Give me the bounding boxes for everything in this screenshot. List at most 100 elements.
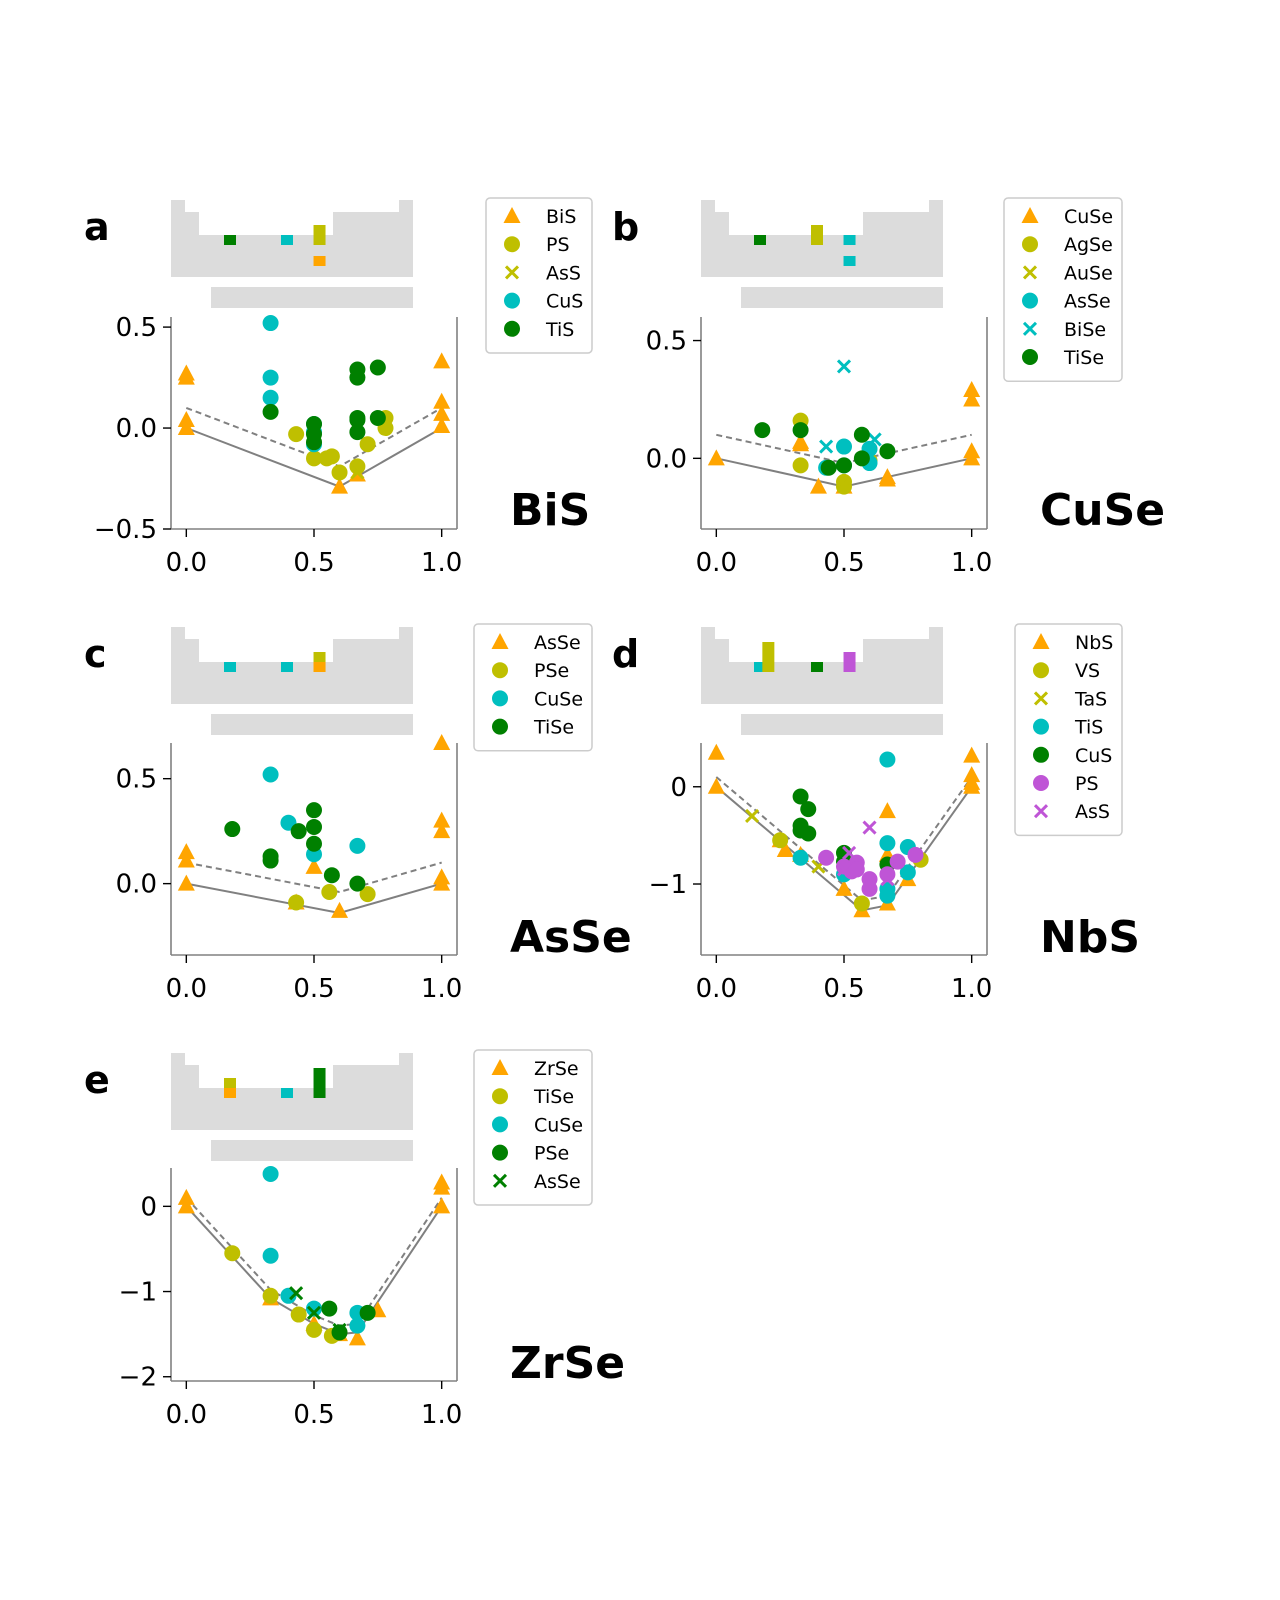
data-point (963, 390, 981, 407)
data-point (879, 866, 896, 883)
x-tick-label: 0.5 (823, 974, 864, 1004)
data-point (359, 886, 376, 903)
data-point (177, 1197, 195, 1214)
data-point (889, 853, 906, 870)
legend-label: CuSe (534, 1114, 583, 1136)
legend-label: TaS (1074, 688, 1107, 710)
y-tick-label: 0.0 (116, 870, 157, 900)
data-point (899, 864, 916, 881)
y-tick-label: 0.0 (116, 414, 157, 444)
data-point (262, 1287, 279, 1304)
x-tick-label: 0.5 (293, 548, 334, 578)
data-point (321, 884, 338, 901)
legend-marker (1033, 662, 1049, 679)
data-point (305, 857, 323, 874)
data-point (224, 821, 241, 838)
x-tick-label: 0.5 (823, 548, 864, 578)
series-PSe (288, 884, 376, 911)
legend-marker (1022, 265, 1038, 280)
legend-marker (1022, 321, 1038, 336)
data-point (262, 403, 279, 420)
legend-marker (1032, 633, 1050, 649)
data-point (262, 1165, 279, 1182)
data-point (289, 1286, 304, 1301)
data-point (323, 448, 340, 465)
data-point (433, 1197, 451, 1214)
composition-marker (843, 235, 856, 245)
data-point (359, 1304, 376, 1321)
data-point (306, 835, 322, 852)
legend-marker (1033, 746, 1049, 763)
data-point (306, 1321, 322, 1338)
data-point (842, 845, 857, 860)
data-point (878, 802, 896, 819)
legend-label: AsSe (1064, 291, 1111, 313)
composition-marker (224, 235, 236, 245)
data-point (349, 1317, 366, 1334)
legend-marker (492, 718, 508, 735)
composition-marker (843, 256, 856, 266)
data-point (262, 852, 279, 869)
data-point (433, 874, 451, 891)
data-point (836, 457, 852, 474)
series-TiS (792, 751, 916, 904)
x-tick-label: 0.5 (293, 974, 334, 1004)
legend-label: BiS (546, 206, 576, 228)
y-tick-label: −2 (119, 1363, 157, 1393)
data-point (776, 840, 794, 857)
legend: ZrSe TiSe CuSe PSe AsSe (473, 1049, 593, 1206)
data-point (963, 746, 981, 763)
legend-label: CuS (546, 291, 583, 313)
x-tick-label: 1.0 (951, 548, 992, 578)
legend-label: AgSe (1064, 234, 1113, 256)
legend-marker (1033, 691, 1049, 706)
data-point (862, 820, 877, 835)
dashed-tolerance-line (186, 861, 442, 894)
series-TiS (262, 359, 386, 451)
data-point (350, 465, 365, 480)
data-point (880, 872, 895, 887)
data-point (290, 823, 307, 840)
data-point (433, 822, 451, 839)
x-tick-label: 0.0 (696, 974, 737, 1004)
x-tick-label: 1.0 (421, 548, 462, 578)
series-TiSe (754, 422, 896, 476)
composition-marker (754, 662, 766, 672)
dashed-tolerance-line (185, 1197, 443, 1327)
data-point (836, 478, 852, 495)
data-point (359, 436, 376, 453)
axes: 0.0 0.5 1.0 0 −1 −2 (119, 1168, 462, 1430)
series-CuS (792, 788, 896, 873)
composition-schematic (701, 627, 943, 735)
legend-label: TiSe (533, 1086, 574, 1108)
legend-marker (503, 207, 521, 223)
compound-label: AsSe (510, 912, 632, 963)
legend-marker (504, 265, 520, 280)
data-point (433, 811, 451, 828)
legend-frame (473, 1049, 593, 1206)
data-point (306, 1305, 322, 1320)
legend-label: AuSe (1064, 262, 1113, 284)
data-point (879, 887, 896, 904)
legend-marker (491, 633, 509, 649)
data-point (262, 766, 279, 783)
composition-schematic (171, 200, 413, 308)
legend-marker (504, 292, 520, 309)
data-point (177, 843, 195, 860)
legend-marker (492, 662, 508, 679)
data-point (800, 801, 817, 818)
legend-label: AsSe (534, 632, 581, 654)
data-point (792, 788, 809, 805)
data-point (306, 434, 322, 451)
data-point (349, 837, 366, 854)
legend-marker (1033, 775, 1049, 791)
legend-marker (492, 1088, 508, 1105)
legend-label: ZrSe (534, 1058, 579, 1080)
data-point (819, 439, 834, 454)
legend-label: CuSe (534, 688, 583, 710)
series-NbS (707, 743, 981, 918)
data-point (369, 409, 386, 426)
data-point (792, 422, 809, 439)
series-TiSe (224, 802, 366, 892)
legend-marker (1022, 292, 1038, 309)
